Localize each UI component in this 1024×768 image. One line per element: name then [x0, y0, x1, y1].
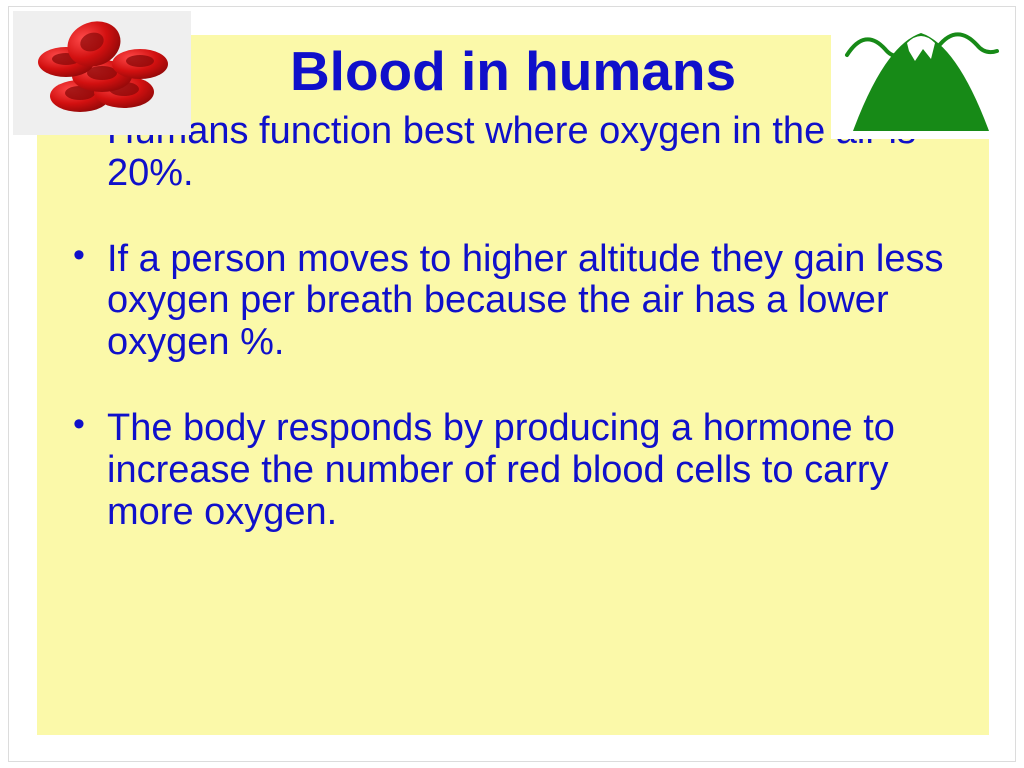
slide-frame: Blood in humans Humans function best whe… — [8, 6, 1016, 762]
bullet-list: Humans function best where oxygen in the… — [37, 111, 989, 533]
blood-cells-icon — [22, 18, 182, 128]
slide-content: Blood in humans Humans function best whe… — [37, 35, 989, 735]
bullet-item: If a person moves to higher altitude the… — [107, 239, 959, 364]
mountain-icon — [835, 15, 1005, 135]
bullet-item: The body responds by producing a hormone… — [107, 408, 959, 533]
blood-cells-image — [13, 11, 191, 135]
mountain-image — [831, 11, 1009, 139]
